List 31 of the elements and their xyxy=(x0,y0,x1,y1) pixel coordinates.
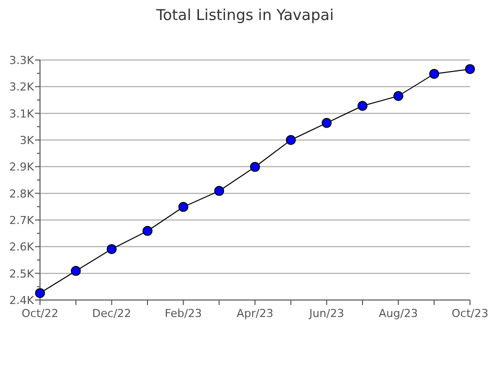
point xyxy=(429,68,440,79)
point xyxy=(250,162,260,172)
y-tick-label: 3.1K xyxy=(9,107,35,120)
y-tick-label: 2.7K xyxy=(9,214,35,227)
point xyxy=(358,100,368,111)
x-tick-label: Feb/23 xyxy=(164,307,202,320)
point xyxy=(70,266,81,276)
point xyxy=(393,91,404,101)
y-tick-label: 2.4K xyxy=(9,294,35,307)
y-tick-label: 3K xyxy=(20,134,35,147)
y-tick-label: 3.2K xyxy=(9,80,35,94)
x-tick-label: Jun/23 xyxy=(308,307,344,320)
y-tick-label: 2.9K xyxy=(9,160,35,174)
point xyxy=(322,118,332,128)
point xyxy=(178,202,188,212)
point xyxy=(465,64,475,74)
y-tick-label: 2.5K xyxy=(9,267,35,280)
y-tick-label: 3.3K xyxy=(9,54,35,67)
x-tick-label: Oct/23 xyxy=(452,307,488,320)
point xyxy=(35,288,45,298)
x-tick-label: Oct/22 xyxy=(22,307,58,320)
y-tick-label: 2.8K xyxy=(9,187,35,200)
chart-title: Total Listings in Yavapai xyxy=(155,6,334,24)
point xyxy=(286,135,296,145)
point xyxy=(142,226,152,236)
x-tick-label: Dec/22 xyxy=(92,307,132,320)
point xyxy=(214,186,224,196)
x-tick-label: Apr/23 xyxy=(236,307,274,320)
point xyxy=(106,244,117,254)
x-tick-label: Aug/23 xyxy=(378,307,418,320)
y-tick-label: 2.6K xyxy=(9,240,35,254)
